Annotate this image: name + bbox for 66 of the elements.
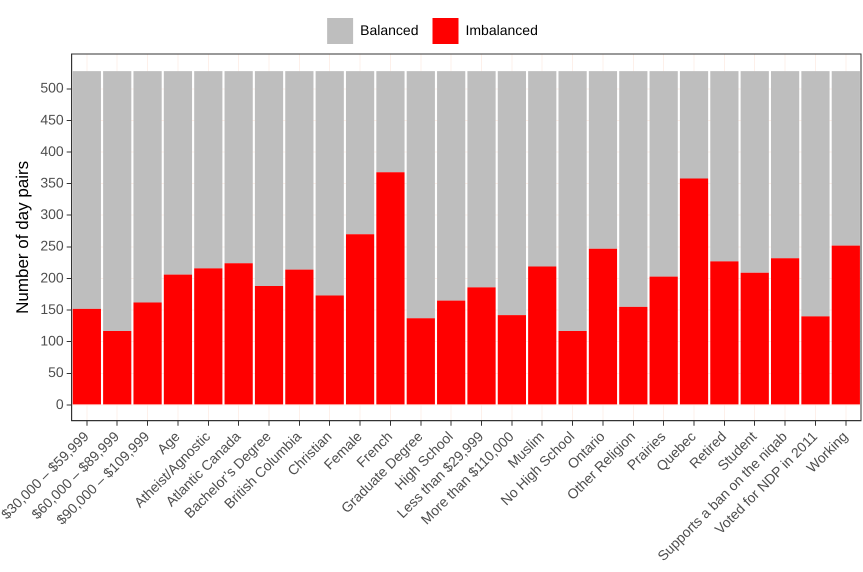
- y-tick-label: 200: [40, 269, 64, 286]
- bar: [406, 71, 435, 318]
- bar: [710, 261, 739, 404]
- bar: [528, 71, 556, 266]
- bar: [376, 71, 405, 172]
- bar: [740, 71, 769, 273]
- y-tick-label: 250: [40, 238, 64, 254]
- bar: [254, 71, 284, 286]
- bar: [254, 286, 284, 404]
- y-tick-label: 150: [40, 300, 64, 317]
- bar: [528, 266, 556, 404]
- bar: [619, 71, 648, 307]
- bar: [801, 316, 830, 404]
- legend-label: Imbalanced: [466, 22, 538, 38]
- bar: [194, 71, 222, 268]
- bar: [285, 71, 314, 270]
- bar: [680, 71, 708, 179]
- bar: [801, 71, 830, 316]
- bar: [285, 270, 314, 404]
- bar: [194, 268, 222, 404]
- bar: [164, 71, 192, 275]
- bar: [710, 71, 739, 262]
- bar: [832, 71, 860, 246]
- bar: [619, 306, 648, 404]
- y-tick-label: 350: [40, 174, 64, 190]
- bar: [224, 263, 253, 404]
- y-tick-label: 450: [40, 111, 64, 128]
- bar: [467, 287, 496, 404]
- bar: [346, 234, 374, 404]
- bar: [770, 258, 800, 404]
- bar: [680, 178, 708, 404]
- bar: [770, 71, 800, 258]
- y-tick-label: 300: [40, 206, 64, 222]
- bar: [437, 300, 466, 404]
- bar: [376, 172, 405, 404]
- bar: [72, 71, 101, 309]
- bar: [437, 71, 466, 301]
- y-tick-label: 50: [48, 364, 64, 380]
- legend-label: Balanced: [360, 22, 419, 38]
- bar: [224, 71, 253, 264]
- bar: [498, 71, 526, 316]
- bar: [316, 71, 344, 296]
- bar: [832, 246, 860, 404]
- y-tick-label: 400: [40, 142, 64, 159]
- bar: [72, 308, 101, 404]
- bar: [740, 272, 769, 404]
- bar: [103, 71, 132, 331]
- bar: [467, 71, 496, 288]
- bar: [558, 330, 587, 404]
- bar: [558, 71, 587, 331]
- bar: [406, 318, 435, 404]
- bar: [498, 315, 526, 404]
- bar: [133, 71, 162, 302]
- y-tick-label: 100: [40, 332, 64, 349]
- bar: [588, 248, 618, 404]
- y-axis-title: Number of day pairs: [12, 160, 32, 314]
- bar: [346, 71, 374, 234]
- bar: [650, 276, 678, 404]
- bar: [650, 71, 678, 277]
- bar: [164, 274, 192, 404]
- bar: [588, 71, 618, 249]
- y-tick-label: 500: [40, 80, 64, 96]
- bar: [316, 296, 344, 404]
- y-tick-label: 0: [56, 396, 64, 412]
- bar: [133, 302, 162, 404]
- bar: [103, 330, 132, 404]
